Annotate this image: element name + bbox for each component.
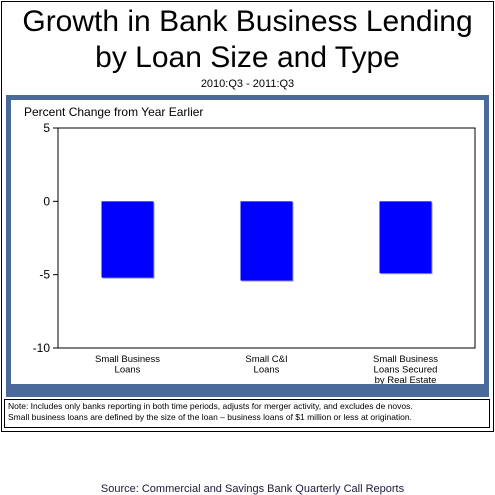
chart-panel: Percent Change from Year Earlier 5 0 -5 -10… xyxy=(6,95,489,495)
footnote-line-1: Note: Includes only banks reporting in b… xyxy=(8,401,413,411)
plot-area xyxy=(57,127,476,349)
x-tick-label: Small Business Loans Secured by Real Estat… xyxy=(373,354,438,384)
y-axis-ticks: 5 0 -5 -10 xyxy=(33,121,58,355)
bar-chart: Percent Change from Year Earlier 5 0 -5 -10… xyxy=(24,105,476,386)
y-tick-label: 0 xyxy=(43,194,50,208)
footnote: Note: Includes only banks reporting in b… xyxy=(4,399,490,428)
x-tick-label: Small Business Loans xyxy=(95,354,160,376)
y-axis-label: Percent Change from Year Earlier xyxy=(24,105,203,119)
title-line-2: by Loan Size and Type xyxy=(95,41,400,74)
x-tick-label: Small C&I Loans xyxy=(245,354,287,376)
chart-title: Growth in Bank Business Lending by Loan … xyxy=(0,4,495,76)
chart-subtitle: 2010:Q3 - 2011:Q3 xyxy=(200,78,295,90)
source-text: Source: Commercial and Savings Bank Quar… xyxy=(100,483,405,495)
footnote-line-2: Small business loans are defined by the … xyxy=(8,412,412,422)
y-tick-label: -10 xyxy=(33,341,51,355)
y-tick-label: 5 xyxy=(43,121,50,135)
x-axis-labels: Small Business Loans Small C&I Loans Small B… xyxy=(95,354,438,386)
plot-panel: Percent Change from Year Earlier 5 0 -5 -10… xyxy=(11,100,484,495)
bar xyxy=(240,201,293,281)
bar xyxy=(101,201,154,278)
bar xyxy=(379,201,432,274)
title-line-1: Growth in Bank Business Lending xyxy=(22,5,473,38)
bars xyxy=(101,201,433,282)
y-tick-label: -5 xyxy=(39,268,50,282)
